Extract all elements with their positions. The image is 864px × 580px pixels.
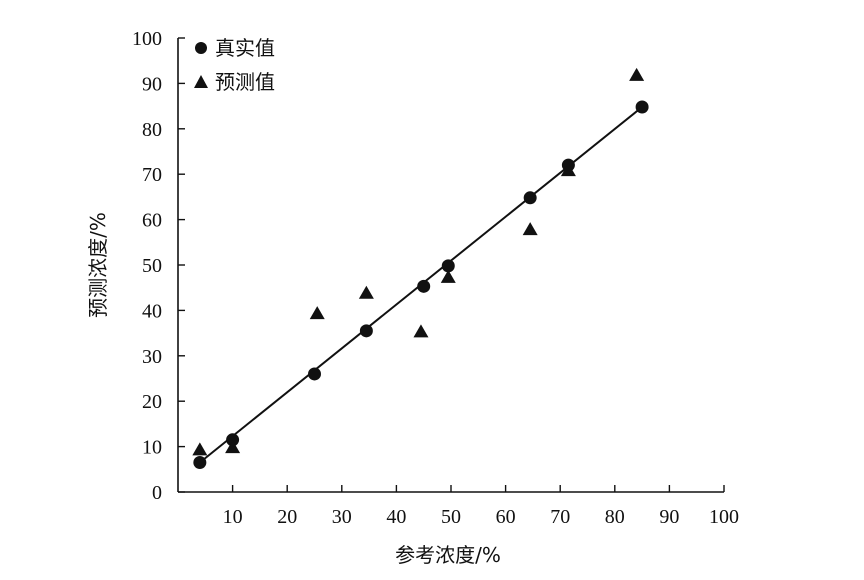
- x-axis-title: 参考浓度/%: [395, 543, 501, 567]
- point-series-2: [358, 285, 374, 299]
- point-series-1: [523, 191, 537, 205]
- x-tick-label: 10: [223, 506, 243, 528]
- point-series-1: [417, 279, 431, 293]
- point-series-1: [226, 433, 240, 447]
- y-tick-label: 0: [152, 482, 162, 504]
- point-series-2: [522, 222, 538, 236]
- point-series-2: [225, 440, 241, 454]
- x-tick-label: 60: [496, 506, 516, 528]
- tick-labels: 0 10 20 30 40 50 60 70 80 90 100 10 20 30 40 50 60 70 80 90…: [132, 28, 739, 528]
- point-series-1: [308, 367, 321, 381]
- legend: 真实值 预测值: [194, 36, 275, 94]
- x-tick-label: 90: [659, 506, 679, 528]
- point-series-1: [441, 259, 455, 273]
- y-tick-label: 40: [142, 300, 162, 322]
- point-series-1: [193, 455, 207, 469]
- point-series-2: [440, 269, 456, 283]
- point-series-2: [192, 442, 208, 456]
- x-tick-label: 30: [332, 506, 352, 528]
- y-axis-title: 预测浓度/%: [86, 212, 110, 318]
- legend-label-series-2: 预测值: [215, 70, 275, 94]
- legend-label-series-1: 真实值: [215, 36, 275, 60]
- y-tick-label: 30: [142, 346, 162, 368]
- ticks: [178, 37, 725, 493]
- legend-marker-triangle: [194, 75, 208, 88]
- point-series-2: [629, 67, 645, 81]
- point-series-1: [359, 324, 373, 338]
- y-tick-label: 70: [142, 164, 162, 186]
- y-tick-label: 60: [142, 210, 162, 232]
- x-tick-label: 40: [386, 506, 406, 528]
- point-series-1: [635, 100, 649, 114]
- x-tick-label: 100: [709, 506, 739, 528]
- y-tick-label: 50: [142, 255, 162, 277]
- data-points: [192, 67, 649, 469]
- x-tick-label: 20: [277, 506, 297, 528]
- legend-marker-circle: [195, 42, 207, 54]
- x-tick-label: 80: [605, 506, 625, 528]
- point-series-2: [413, 324, 429, 338]
- y-tick-label: 20: [142, 391, 162, 413]
- x-tick-label: 70: [550, 506, 570, 528]
- point-series-2: [309, 306, 325, 320]
- point-series-2: [560, 163, 576, 177]
- y-tick-label: 80: [142, 119, 162, 141]
- y-tick-label: 90: [142, 73, 162, 95]
- y-tick-label: 100: [132, 28, 162, 50]
- y-tick-label: 10: [142, 437, 162, 459]
- x-tick-label: 50: [441, 506, 461, 528]
